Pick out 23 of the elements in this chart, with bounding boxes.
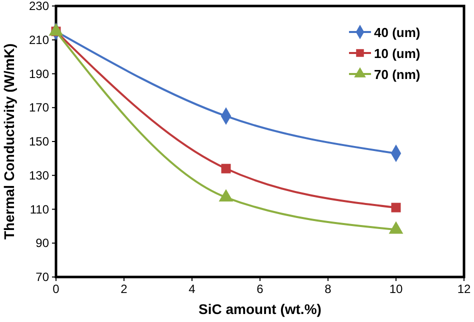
y-tick-label: 210: [28, 32, 50, 47]
x-tick-label: 4: [188, 282, 196, 296]
y-tick-label: 150: [28, 134, 50, 148]
legend-label: 40 (um): [374, 25, 420, 40]
x-tick-label: 0: [52, 282, 60, 296]
point: [221, 164, 231, 174]
x-tick-label: 6: [256, 282, 264, 296]
y-tick-label: 230: [28, 0, 50, 13]
y-tick-label: 170: [28, 100, 50, 115]
y-tick-label: 90: [36, 236, 50, 250]
x-tick-label: 10: [389, 282, 403, 296]
x-tick-label: 8: [324, 282, 332, 296]
y-tick-label: 70: [36, 270, 50, 284]
y-axis-title: Thermal Conductivity (W/mK): [1, 43, 17, 240]
legend-label: 10 (um): [374, 46, 420, 61]
x-axis-title: SiC amount (wt.%): [198, 301, 322, 317]
x-tick-label: 12: [457, 282, 471, 296]
y-tick-label: 110: [30, 202, 50, 216]
legend-label: 70 (nm): [374, 67, 420, 82]
y-tick-label: 190: [28, 66, 50, 81]
x-tick-label: 2: [120, 282, 128, 296]
point: [391, 202, 401, 212]
y-tick-label: 130: [28, 168, 50, 182]
